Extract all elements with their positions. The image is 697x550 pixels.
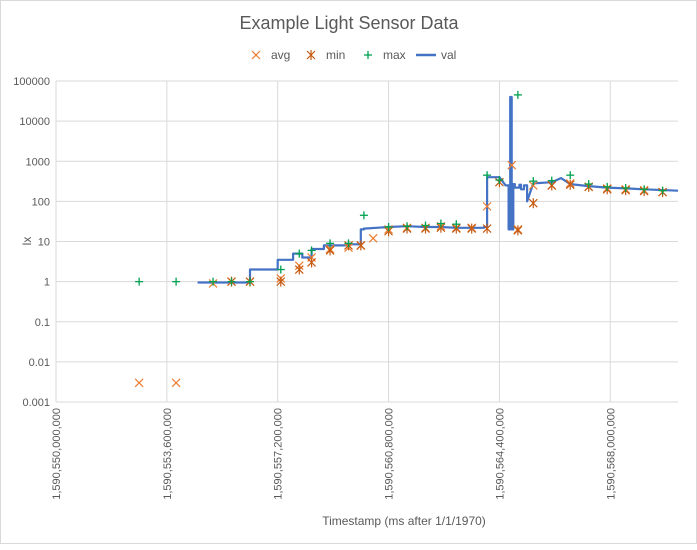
legend-swatch [251,50,261,60]
point-max [227,277,236,286]
legend-item-val: val [416,48,456,62]
x-tick-label: 1,590,568,000,000 [605,408,617,500]
plot-marks [134,90,679,388]
legend-item-min: min [306,48,345,62]
legend-item-avg: avg [251,48,290,62]
point-max [483,171,492,180]
x-tick-label: 1,590,560,800,000 [384,408,396,500]
x-axis-title: Timestamp (ms after 1/1/1970) [322,514,486,528]
x-tick-label: 1,590,550,000,000 [51,408,63,500]
point-max [495,176,504,185]
y-axis-title: lx [20,237,34,246]
x-tick-label: 1,590,557,200,000 [273,408,285,500]
point-avg [482,201,492,211]
point-max [566,171,575,180]
point-avg [368,233,378,243]
y-tick-label: 10000 [19,116,50,128]
point-min [307,257,316,268]
y-tick-label: 1000 [26,156,50,168]
point-max [172,277,181,286]
point-max [384,222,393,231]
point-min [513,225,523,236]
grid-lines [55,80,678,403]
point-min [294,264,304,275]
point-avg [171,378,181,388]
point-max [307,246,316,255]
legend-swatch [364,51,372,59]
legend-swatch [306,50,316,60]
point-min [356,240,366,251]
point-max [421,221,430,230]
chart-title: Example Light Sensor Data [239,13,459,33]
point-min [482,223,492,234]
point-min [467,223,477,234]
point-max [547,176,556,185]
legend-item-max: max [364,48,406,62]
y-axis-ticks: 0.001 0.01 0.1 1 10 100 1000 10000 100000 [13,76,50,409]
point-max [276,265,285,274]
y-tick-label: 1 [44,277,50,289]
point-max [245,277,254,286]
x-tick-label: 1,590,564,400,000 [494,408,506,500]
y-tick-label: 10 [38,237,50,249]
point-max [403,222,412,231]
legend-label: val [441,48,456,62]
point-avg [507,160,517,170]
point-max [513,90,522,99]
legend: avg min max val [251,48,456,62]
point-max [326,239,335,248]
point-min [528,198,538,209]
y-tick-label: 100000 [13,76,50,88]
y-tick-label: 0.1 [35,317,50,329]
point-max [359,211,368,220]
point-avg [134,378,144,388]
point-max [209,277,218,286]
point-max [295,249,304,258]
point-min [565,179,575,190]
point-max [135,277,144,286]
point-max [436,219,445,228]
legend-label: min [326,48,345,62]
point-max [529,177,538,186]
point-max [344,239,353,248]
point-avg [528,180,538,190]
point-max [640,185,649,194]
point-max [621,184,630,193]
y-tick-label: 0.01 [29,357,50,369]
point-max [452,220,461,229]
legend-label: max [383,48,406,62]
y-tick-label: 0.001 [22,397,50,409]
y-tick-label: 100 [32,196,50,208]
point-min [276,276,286,287]
x-axis-ticks: 1,590,550,000,000 1,590,553,600,000 1,590,… [51,408,617,500]
x-tick-label: 1,590,553,600,000 [162,408,174,500]
point-max [658,186,667,195]
point-max [584,180,593,189]
point-max [603,182,612,191]
legend-label: avg [271,48,290,62]
